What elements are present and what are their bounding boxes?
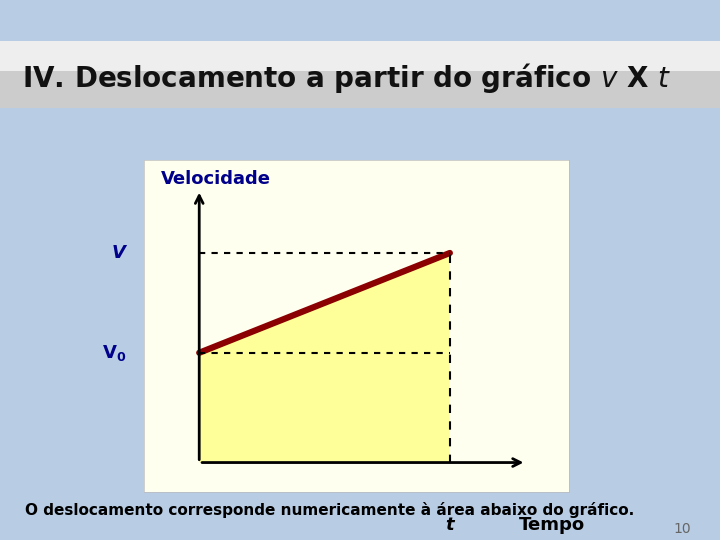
Text: 10: 10 [674, 522, 691, 536]
Text: IV. Deslocamento a partir do gráfico $\mathit{v}$ X $\mathit{t}$: IV. Deslocamento a partir do gráfico $\m… [22, 60, 670, 94]
Bar [0, 71, 720, 108]
Text: O deslocamento corresponde numericamente à área abaixo do gráfico.: O deslocamento corresponde numericamente… [25, 502, 634, 518]
Bar [0, 40, 720, 71]
